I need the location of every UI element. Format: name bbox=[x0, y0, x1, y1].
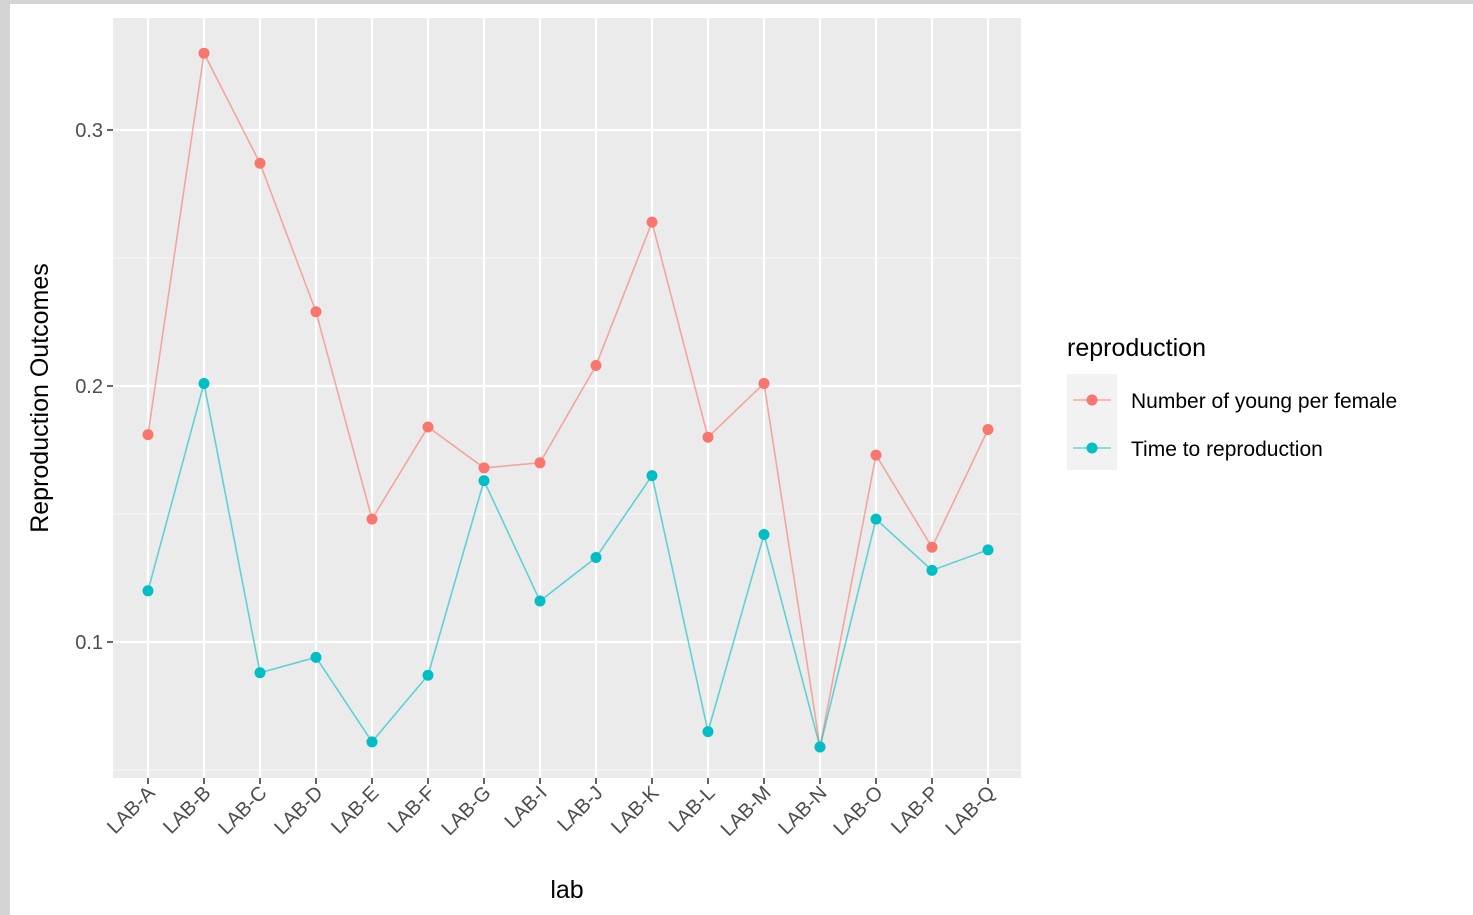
data-point bbox=[982, 424, 994, 436]
data-point bbox=[982, 544, 994, 556]
x-tick-label: LAB-J bbox=[553, 782, 607, 836]
x-tick-label: LAB-E bbox=[327, 782, 383, 838]
x-tick-label: LAB-Q bbox=[942, 782, 1000, 840]
y-tick-label: 0.1 bbox=[75, 632, 103, 654]
data-point bbox=[534, 595, 546, 607]
series-points bbox=[142, 47, 994, 753]
data-point bbox=[142, 585, 154, 597]
y-tick-label: 0.3 bbox=[75, 120, 103, 142]
data-point bbox=[198, 377, 210, 389]
legend-key-point bbox=[1086, 394, 1098, 406]
x-tick-label: LAB-M bbox=[717, 782, 776, 841]
data-point bbox=[646, 216, 658, 228]
data-point bbox=[870, 449, 882, 461]
x-tick-label: LAB-A bbox=[103, 782, 160, 839]
y-tick-label: 0.2 bbox=[75, 376, 103, 398]
data-point bbox=[142, 429, 154, 441]
y-axis-title: Reproduction Outcomes bbox=[26, 263, 54, 533]
data-point bbox=[702, 726, 714, 738]
x-tick-label: LAB-N bbox=[774, 782, 831, 839]
x-tick-label: LAB-G bbox=[438, 782, 496, 840]
x-tick-label: LAB-F bbox=[384, 782, 440, 838]
data-point bbox=[310, 651, 322, 663]
data-point bbox=[758, 377, 770, 389]
data-point bbox=[310, 306, 322, 318]
series-line bbox=[147, 383, 989, 748]
x-tick-label: LAB-K bbox=[607, 782, 664, 839]
data-point bbox=[198, 47, 210, 59]
data-point bbox=[590, 360, 602, 372]
x-tick-label: LAB-O bbox=[830, 782, 888, 840]
series-lines bbox=[147, 50, 989, 748]
data-point bbox=[870, 513, 882, 525]
x-tick-label: LAB-C bbox=[214, 782, 271, 839]
data-point bbox=[926, 564, 938, 576]
legend-key-background bbox=[1067, 374, 1117, 470]
data-point bbox=[366, 513, 378, 525]
legend-title: reproduction bbox=[1067, 334, 1206, 362]
x-tick-label: LAB-D bbox=[270, 782, 327, 839]
y-axis: 0.1 0.2 0.3 bbox=[75, 120, 113, 654]
series-line bbox=[147, 50, 989, 748]
legend-label: Time to reproduction bbox=[1131, 438, 1323, 461]
data-point bbox=[478, 475, 490, 487]
data-point bbox=[534, 457, 546, 469]
data-point bbox=[758, 528, 770, 540]
data-point bbox=[254, 667, 266, 679]
grid-major bbox=[113, 18, 1021, 778]
x-tick-label: LAB-B bbox=[159, 782, 215, 838]
data-point bbox=[814, 741, 826, 753]
data-point bbox=[366, 736, 378, 748]
data-point bbox=[702, 431, 714, 443]
data-point bbox=[422, 421, 434, 433]
grid-minor bbox=[113, 257, 1021, 771]
data-point bbox=[590, 552, 602, 564]
legend-label: Number of young per female bbox=[1131, 390, 1397, 413]
legend: reproduction Number of young per female T… bbox=[1067, 334, 1397, 470]
legend-key-point bbox=[1086, 442, 1098, 454]
data-point bbox=[254, 157, 266, 169]
x-axis-title: lab bbox=[550, 876, 583, 904]
x-tick-label: LAB-L bbox=[665, 782, 720, 837]
data-point bbox=[478, 462, 490, 474]
data-point bbox=[646, 470, 658, 482]
plot-panel bbox=[113, 18, 1021, 778]
data-point bbox=[422, 669, 434, 681]
x-tick-label: LAB-P bbox=[887, 782, 943, 838]
data-point bbox=[926, 541, 938, 553]
x-tick-label: LAB-I bbox=[501, 782, 552, 833]
